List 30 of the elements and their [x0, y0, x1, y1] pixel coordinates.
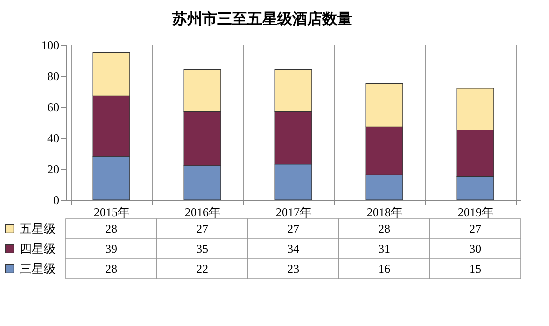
y-tick-label: 80 — [48, 70, 60, 84]
data-label: 31 — [378, 242, 390, 256]
x-tick-label: 2019年 — [458, 206, 494, 220]
legend-label: 四星级 — [20, 242, 56, 256]
data-label: 35 — [196, 242, 208, 256]
data-label: 39 — [106, 242, 118, 256]
data-label: 23 — [288, 262, 300, 276]
y-tick-label: 40 — [48, 132, 60, 146]
data-label: 16 — [378, 262, 390, 276]
data-label: 27 — [288, 222, 300, 236]
chart-title: 苏州市三至五星级酒店数量 — [172, 10, 353, 28]
data-label: 28 — [106, 222, 118, 236]
y-tick-label: 60 — [48, 100, 60, 114]
legend-label: 五星级 — [20, 222, 56, 236]
y-tick-label: 20 — [48, 162, 60, 176]
x-tick-label: 2016年 — [185, 206, 221, 220]
data-label: 27 — [470, 222, 482, 236]
x-tick-label: 2017年 — [276, 206, 312, 220]
data-label: 22 — [196, 262, 208, 276]
data-label: 30 — [470, 242, 482, 256]
data-label: 15 — [470, 262, 482, 276]
data-label: 34 — [288, 242, 300, 256]
x-tick-label: 2015年 — [94, 206, 130, 220]
data-label: 27 — [196, 222, 208, 236]
x-tick-label: 2018年 — [367, 206, 403, 220]
y-tick-label: 100 — [42, 38, 60, 52]
legend-label: 三星级 — [20, 262, 56, 276]
data-label: 28 — [106, 262, 118, 276]
data-label: 28 — [378, 222, 390, 236]
y-tick-label: 0 — [54, 194, 60, 208]
